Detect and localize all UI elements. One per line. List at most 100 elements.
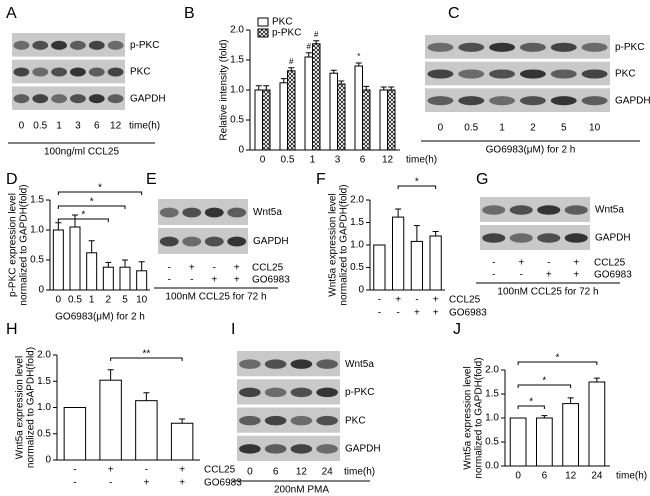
condition-name: GO6983 bbox=[204, 478, 242, 489]
lane-label: 2 bbox=[530, 123, 536, 134]
blot-caption: 200nM PMA bbox=[274, 485, 329, 496]
error-bar bbox=[280, 78, 287, 83]
bar bbox=[379, 89, 388, 151]
significance-mark: * bbox=[529, 397, 533, 408]
bar bbox=[362, 89, 371, 151]
bar bbox=[102, 266, 114, 291]
significance-mark: * bbox=[81, 210, 85, 221]
condition-mark: + bbox=[211, 275, 217, 286]
y-tick-label: 0.0 bbox=[485, 461, 499, 472]
panel-label: B bbox=[184, 5, 195, 22]
x-label: GO6983(μM) for 2 h bbox=[55, 312, 145, 323]
panel-label: A bbox=[6, 5, 17, 22]
error-bar bbox=[122, 259, 128, 268]
y-tick-label: 1.5 bbox=[37, 376, 51, 387]
y-label: normalized to GAPDH(fold) bbox=[339, 184, 350, 305]
condition-mark: - bbox=[378, 295, 381, 306]
legend-swatch bbox=[257, 28, 269, 38]
blot-band bbox=[13, 94, 30, 104]
error-bar bbox=[55, 222, 62, 230]
bar bbox=[392, 216, 405, 291]
y-tick-label: 2.0 bbox=[37, 350, 51, 361]
significance-mark: * bbox=[98, 183, 102, 194]
blot-strip bbox=[12, 86, 125, 110]
blot-band bbox=[458, 69, 485, 79]
blot-band bbox=[482, 205, 506, 215]
condition-mark: + bbox=[234, 275, 240, 286]
blot-band bbox=[239, 415, 261, 426]
y-label: normalized to GAPDH(fold) bbox=[19, 184, 30, 305]
error-bar bbox=[72, 214, 78, 227]
bar bbox=[337, 83, 346, 151]
condition-name: CCL25 bbox=[252, 263, 284, 274]
blot-band bbox=[239, 387, 261, 398]
condition-name: CCL25 bbox=[204, 465, 236, 476]
condition-name: CCL25 bbox=[594, 258, 626, 269]
bar bbox=[387, 89, 396, 151]
condition-mark: + bbox=[179, 478, 185, 489]
error-bar bbox=[380, 86, 387, 90]
condition-mark: - bbox=[415, 295, 418, 306]
significance-bracket bbox=[110, 357, 183, 361]
blot-band bbox=[316, 444, 338, 454]
lane-label: 24 bbox=[322, 467, 334, 478]
bar bbox=[119, 266, 131, 291]
blot-band bbox=[227, 207, 247, 218]
condition-mark: - bbox=[492, 270, 495, 281]
x-tick-label: 0 bbox=[260, 155, 266, 166]
bar bbox=[429, 235, 442, 291]
condition-mark: - bbox=[168, 263, 171, 274]
y-tick-label: 2.0 bbox=[230, 25, 244, 36]
y-label: Wnt5a expression level bbox=[15, 356, 26, 459]
x-tick-label: 0.5 bbox=[281, 155, 295, 166]
significance-mark: ** bbox=[142, 349, 150, 360]
y-tick-label: 1.5 bbox=[485, 389, 499, 400]
blot-band bbox=[581, 96, 608, 106]
error-bar bbox=[288, 67, 295, 71]
lane-label: 0 bbox=[19, 121, 25, 132]
blot-band bbox=[32, 40, 49, 50]
y-label: Relative intensity (fold) bbox=[219, 39, 230, 140]
blot-strip bbox=[425, 88, 610, 112]
blot-band bbox=[290, 444, 313, 454]
x-tick-label: 2 bbox=[106, 295, 112, 306]
band-label: p-PKC bbox=[615, 42, 644, 53]
bar bbox=[287, 70, 296, 151]
y-tick-label: 1.5 bbox=[230, 55, 244, 66]
bar bbox=[52, 229, 64, 291]
significance-mark: * bbox=[357, 52, 360, 61]
y-tick-label: 0 bbox=[38, 285, 44, 296]
blot-band bbox=[550, 42, 577, 52]
band-label: GAPDH bbox=[130, 93, 166, 104]
y-tick-label: 1.0 bbox=[230, 85, 244, 96]
legend-label: p-PKC bbox=[272, 28, 301, 39]
blot-band bbox=[316, 359, 338, 369]
blot-band bbox=[13, 67, 30, 77]
x-tick-label: 6 bbox=[360, 155, 366, 166]
significance-bracket bbox=[57, 218, 109, 222]
error-bar bbox=[330, 69, 337, 74]
y-label: normalized to GAPDH(fold) bbox=[26, 347, 37, 468]
band-label: PKC bbox=[345, 415, 366, 426]
bar bbox=[86, 252, 98, 291]
panel-label: J bbox=[453, 321, 461, 338]
blot-band bbox=[264, 444, 287, 454]
band-label: Wnt5a bbox=[595, 205, 624, 216]
error-bar bbox=[355, 62, 362, 66]
significance-mark: # bbox=[314, 30, 319, 39]
significance-bracket bbox=[57, 191, 143, 195]
blot-band bbox=[509, 205, 533, 215]
panel-label: E bbox=[146, 171, 157, 188]
error-bar bbox=[107, 369, 114, 381]
condition-mark: - bbox=[213, 263, 216, 274]
x-tick-label: 1 bbox=[89, 295, 95, 306]
bar bbox=[354, 65, 363, 151]
blot-band bbox=[564, 233, 588, 243]
panel-label: C bbox=[448, 5, 460, 22]
bar bbox=[279, 82, 288, 151]
blot-band bbox=[564, 205, 588, 215]
y-tick-label: 1.5 bbox=[30, 195, 44, 206]
band-label: GAPDH bbox=[253, 236, 289, 247]
blot-band bbox=[239, 444, 261, 454]
condition-mark: - bbox=[168, 275, 171, 286]
